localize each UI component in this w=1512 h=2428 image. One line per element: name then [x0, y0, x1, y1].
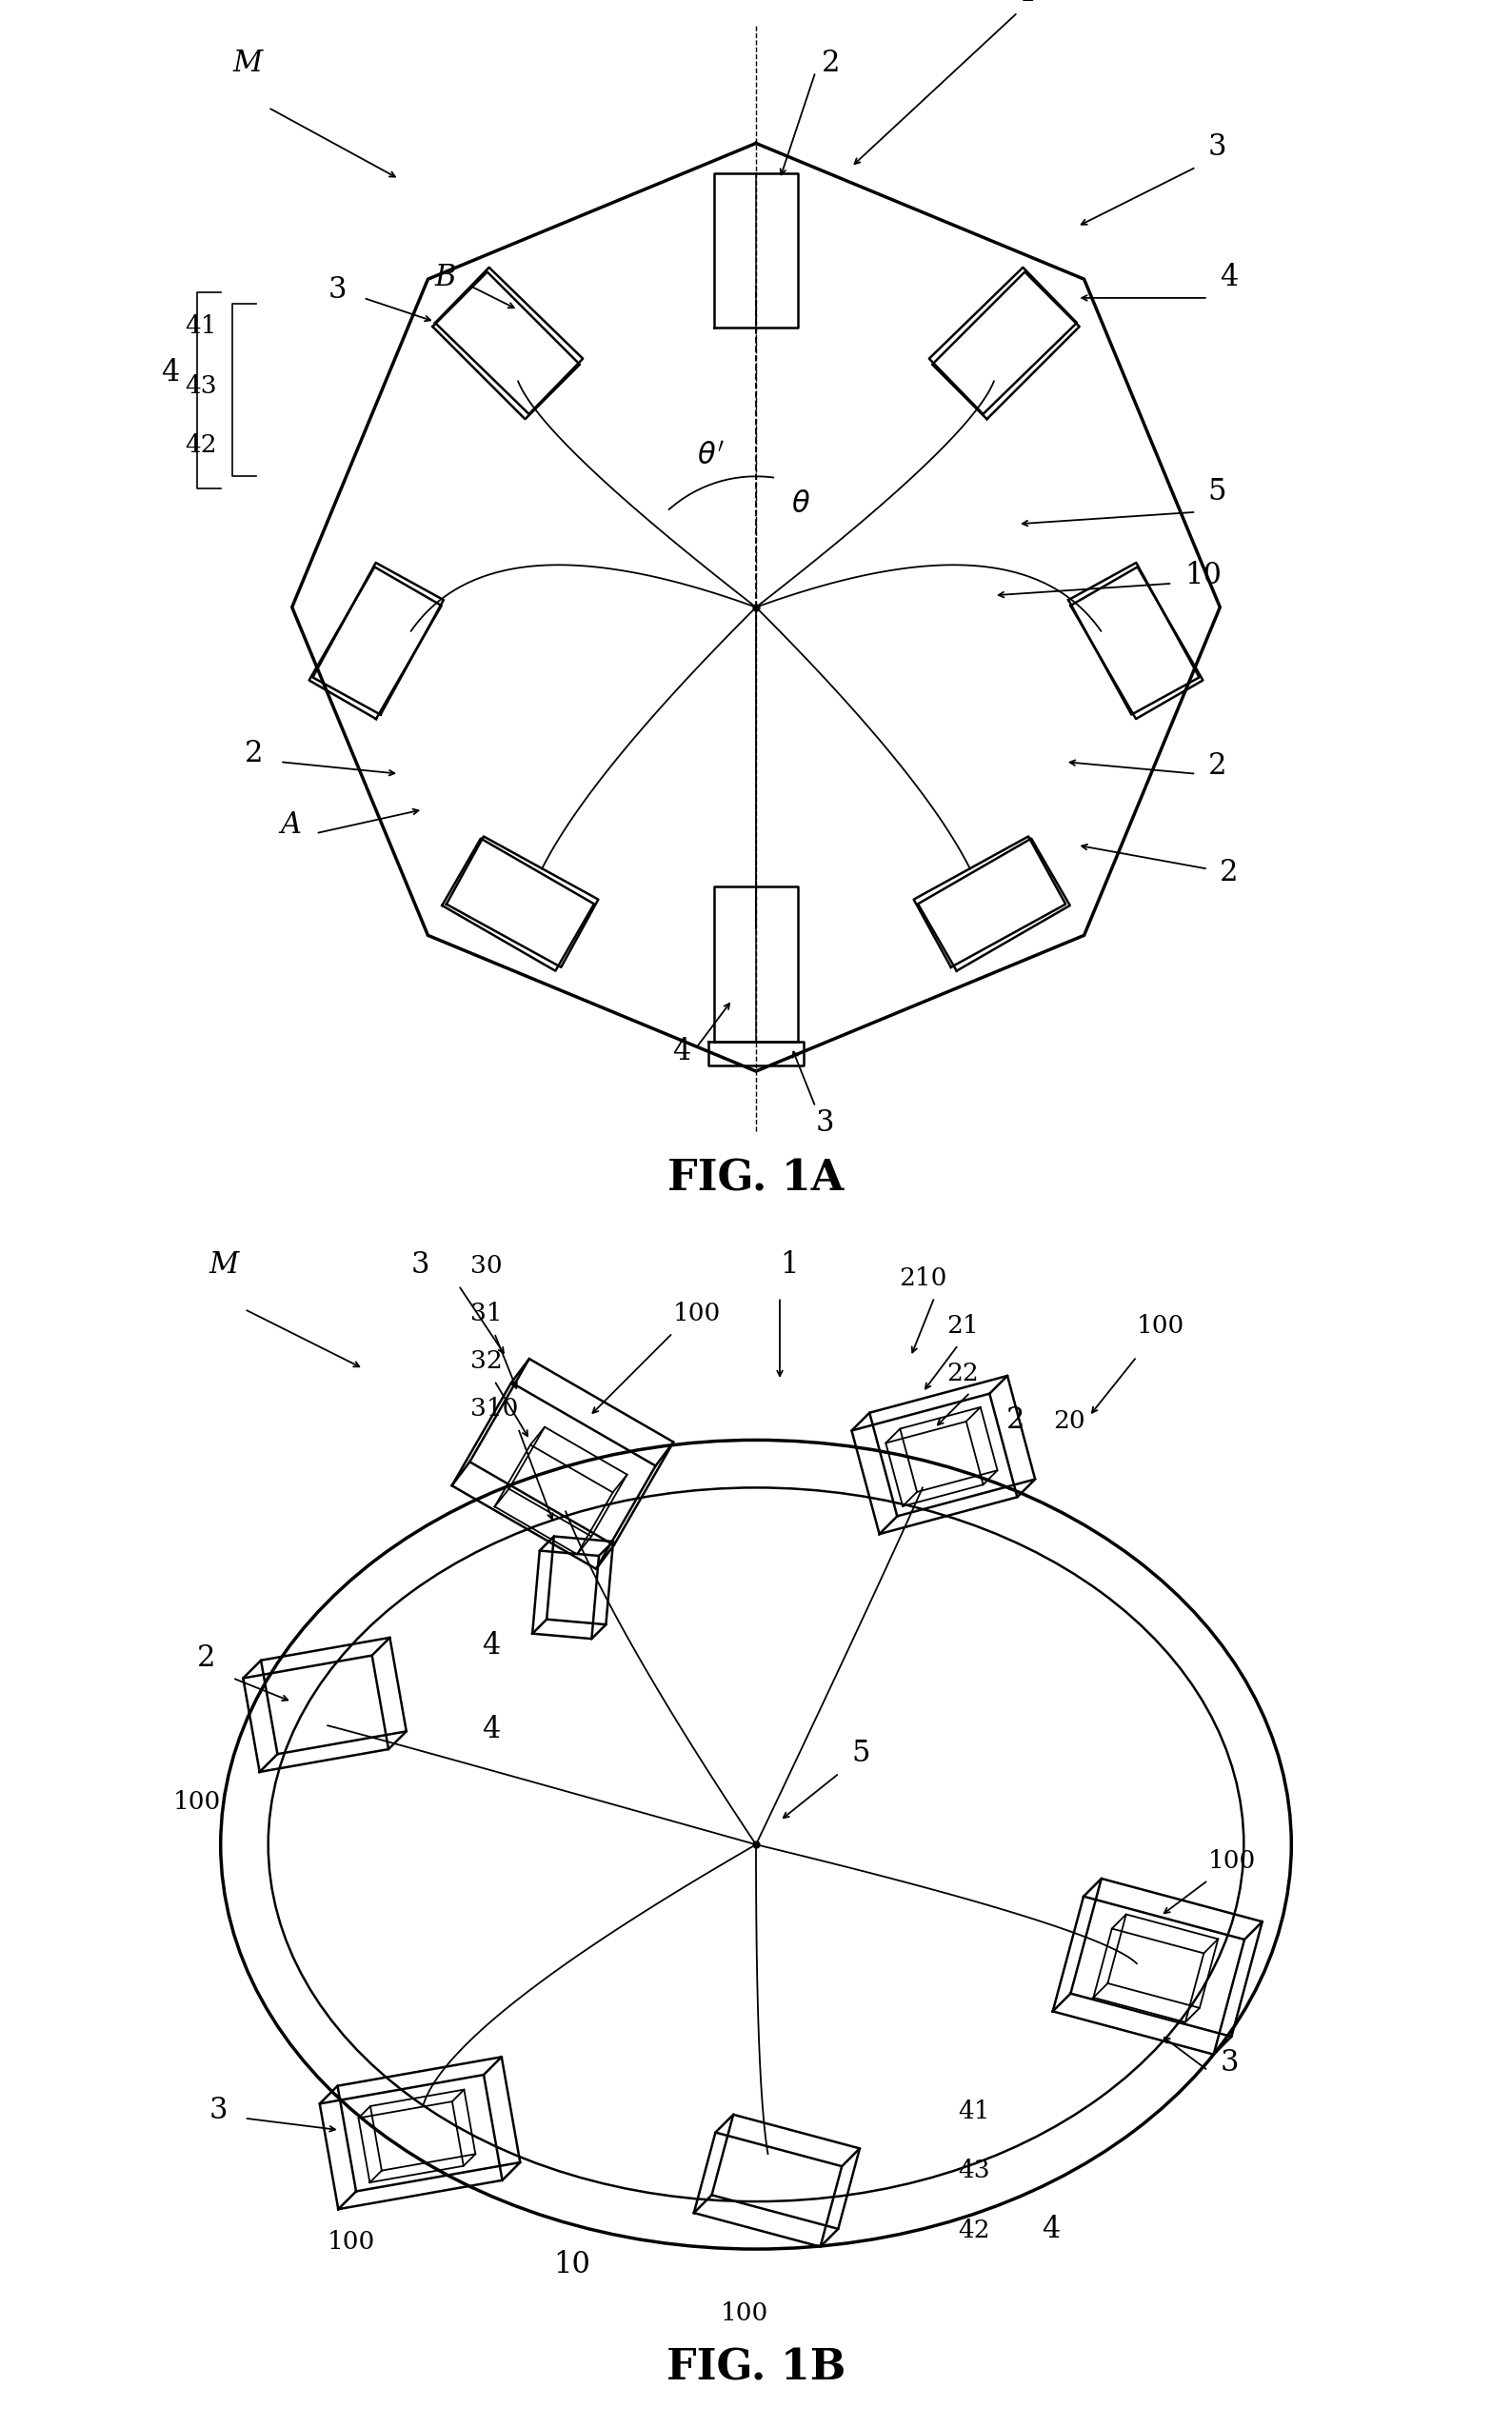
Text: 21: 21: [947, 1314, 978, 1338]
Text: 2: 2: [821, 49, 841, 78]
Text: 42: 42: [184, 435, 216, 456]
Text: 4: 4: [1042, 2214, 1060, 2243]
Text: 5: 5: [1208, 478, 1226, 507]
Text: $\theta$: $\theta$: [792, 488, 810, 520]
Text: 41: 41: [184, 316, 216, 337]
Text: 10: 10: [1184, 561, 1222, 590]
Text: $\theta'$: $\theta'$: [697, 442, 724, 471]
Text: 32: 32: [470, 1350, 502, 1374]
Text: 100: 100: [1208, 1850, 1256, 1872]
Text: 4: 4: [673, 1037, 691, 1066]
Text: 4: 4: [482, 1714, 500, 1743]
Text: 22: 22: [947, 1362, 978, 1386]
Text: 31: 31: [470, 1301, 502, 1326]
Text: 3: 3: [815, 1107, 835, 1136]
Text: 5: 5: [851, 1738, 869, 1768]
Text: 43: 43: [959, 2158, 990, 2183]
Text: 3: 3: [1220, 2047, 1238, 2078]
Text: 4: 4: [162, 359, 180, 388]
Text: 4: 4: [1220, 262, 1238, 294]
Text: 210: 210: [898, 1267, 947, 1289]
Text: 100: 100: [720, 2302, 768, 2326]
Text: 1: 1: [1018, 0, 1036, 7]
Text: 3: 3: [1208, 131, 1226, 163]
Text: 1: 1: [780, 1250, 798, 1280]
Text: 100: 100: [172, 1789, 221, 1814]
Text: 3: 3: [209, 2095, 227, 2124]
Text: B: B: [435, 262, 457, 294]
Text: M: M: [209, 1250, 239, 1280]
Text: 10: 10: [553, 2251, 591, 2280]
Text: FIG. 1B: FIG. 1B: [667, 2348, 845, 2389]
Text: A: A: [280, 811, 301, 840]
Text: 3: 3: [411, 1250, 429, 1280]
Text: 4: 4: [482, 1632, 500, 1661]
Text: 20: 20: [1054, 1408, 1086, 1433]
Text: 100: 100: [673, 1301, 721, 1326]
Text: 42: 42: [959, 2219, 990, 2241]
Text: FIG. 1A: FIG. 1A: [668, 1158, 844, 1199]
Text: 2: 2: [245, 738, 263, 770]
Text: 100: 100: [1137, 1314, 1184, 1338]
Text: 3: 3: [328, 274, 346, 304]
Text: 100: 100: [328, 2229, 375, 2253]
Text: 41: 41: [959, 2100, 990, 2122]
Text: M: M: [233, 49, 262, 78]
Text: 43: 43: [184, 374, 216, 398]
Text: 2: 2: [1005, 1406, 1025, 1435]
Text: 2: 2: [197, 1644, 215, 1673]
Text: 30: 30: [470, 1255, 502, 1277]
Text: 310: 310: [470, 1396, 519, 1420]
Text: 2: 2: [1208, 750, 1226, 779]
Text: 2: 2: [1220, 857, 1238, 889]
